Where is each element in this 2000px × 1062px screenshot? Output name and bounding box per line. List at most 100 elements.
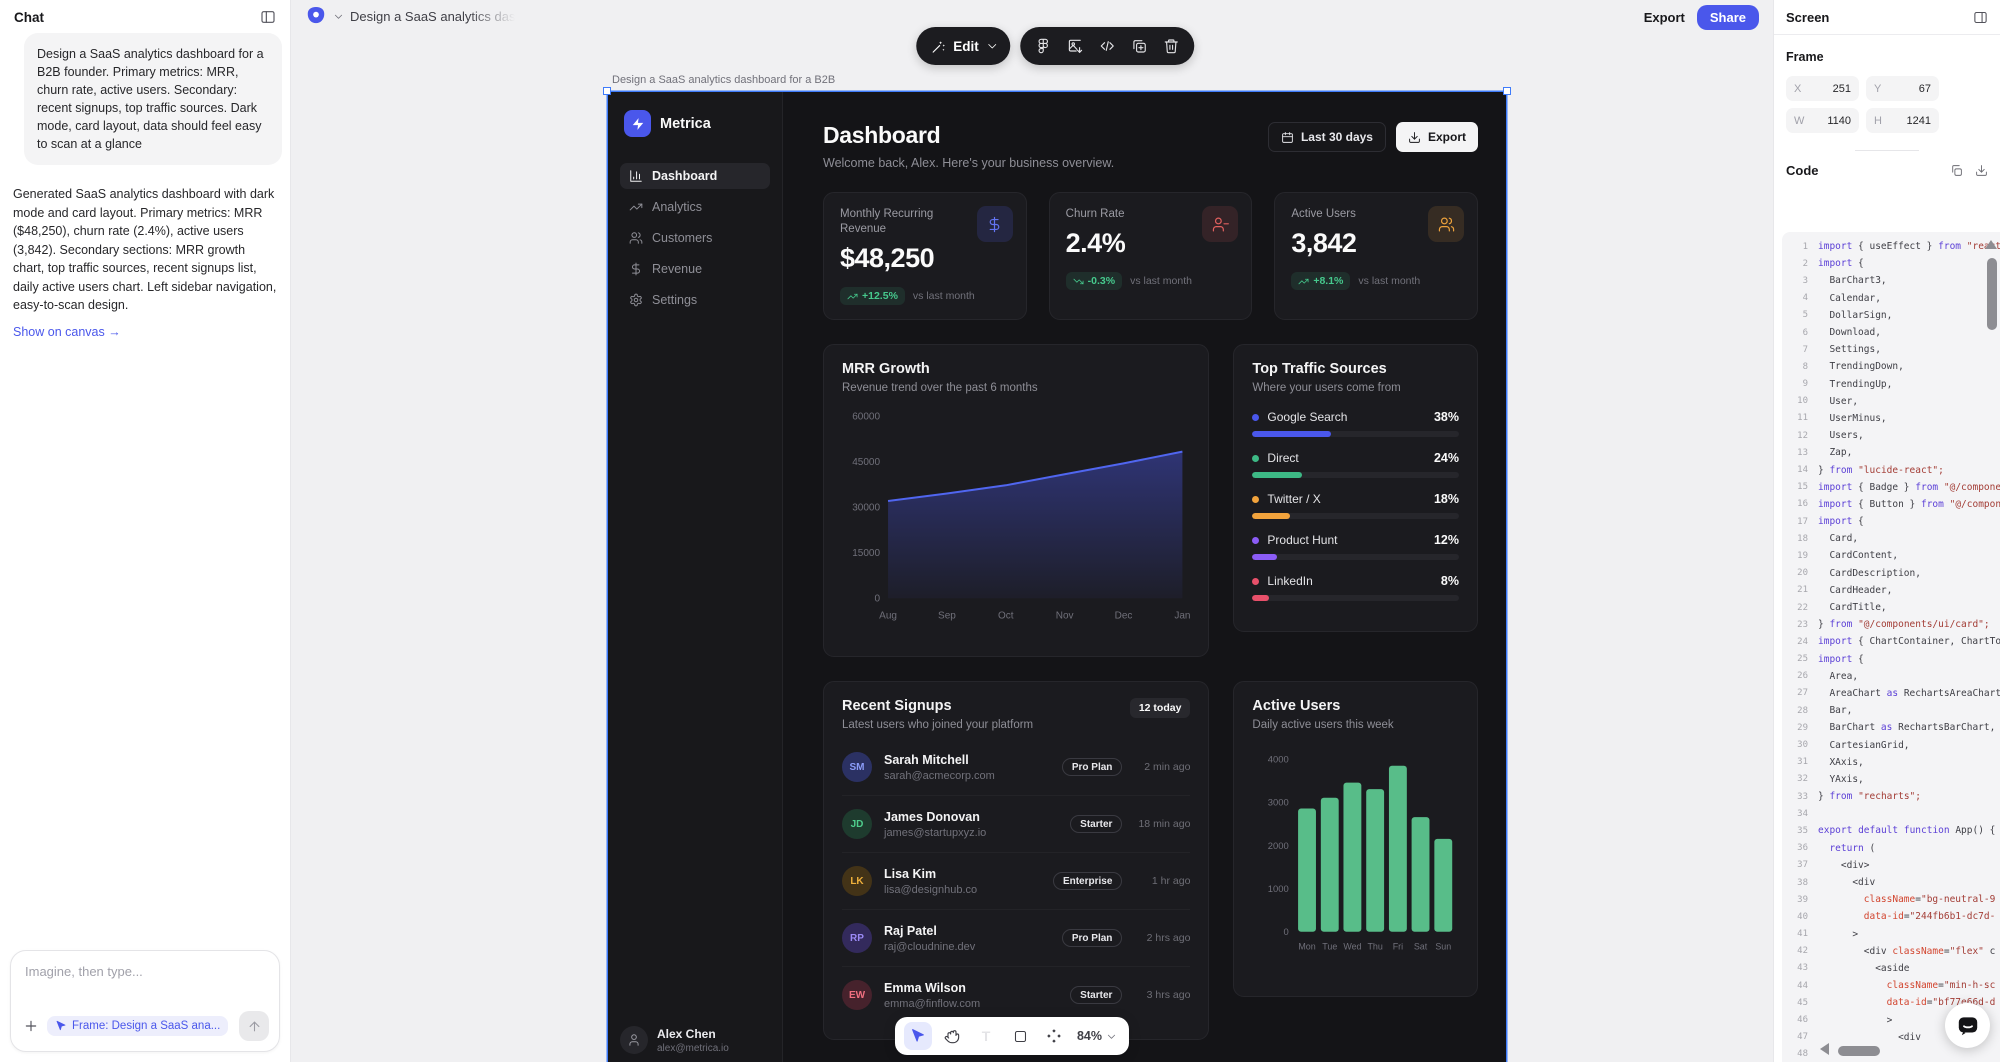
chevron-down-icon: [986, 40, 998, 52]
code-line: 4 Calendar,: [1802, 292, 1881, 304]
show-on-canvas-link[interactable]: Show on canvas →: [13, 324, 121, 339]
plan-badge: Starter: [1070, 815, 1123, 834]
svg-text:15000: 15000: [852, 548, 880, 559]
metric-cards: Monthly Recurring Revenue $48,250 +12.5% vs…: [823, 192, 1478, 320]
user-email: alex@metrica.io: [657, 1042, 729, 1054]
metric-card: Monthly Recurring Revenue $48,250 +12.5% vs…: [823, 192, 1027, 320]
download-code-icon[interactable]: [1975, 164, 1988, 177]
selection-toolbar: Edit: [916, 27, 1194, 65]
card-title: Active Users: [1252, 698, 1341, 715]
traffic-source-row: LinkedIn 8%: [1252, 574, 1459, 601]
select-tool[interactable]: [903, 1022, 932, 1050]
wand-icon: [931, 39, 946, 54]
code-line: 29 BarChart as RechartsBarChart,: [1797, 722, 1996, 734]
send-button[interactable]: [239, 1011, 269, 1041]
code-icon[interactable]: [1099, 38, 1115, 54]
svg-text:Nov: Nov: [1056, 610, 1074, 621]
recent-signups-card: Recent Signups Latest users who joined y…: [823, 681, 1210, 1041]
chat-input-placeholder[interactable]: Imagine, then type...: [25, 964, 143, 979]
frame-context-chip[interactable]: Frame: Design a SaaS ana...: [47, 1016, 229, 1036]
frame-x-input[interactable]: X 251: [1786, 76, 1859, 101]
dashboard-export-button[interactable]: Export: [1395, 122, 1478, 152]
document-title[interactable]: Design a SaaS analytics das: [350, 8, 515, 24]
users-icon: [1428, 206, 1464, 242]
svg-text:Jan: Jan: [1174, 610, 1190, 621]
copy-code-icon[interactable]: [1950, 164, 1963, 177]
svg-text:30000: 30000: [852, 503, 880, 514]
page-subtitle: Welcome back, Alex. Here's your business…: [823, 156, 1115, 170]
chevron-down-icon: [1106, 1031, 1117, 1042]
selection-handle-top-right[interactable]: [1503, 87, 1511, 95]
sidebar-item-dashboard[interactable]: Dashboard: [620, 163, 770, 189]
code-line: 39 className="bg-neutral-9: [1797, 894, 1996, 906]
signups-today-badge: 12 today: [1129, 698, 1191, 719]
app-logo-icon[interactable]: [305, 5, 327, 27]
scroll-left-arrow[interactable]: [1820, 1043, 1829, 1055]
text-tool[interactable]: T: [981, 1028, 991, 1044]
code-line: 44 className="min-h-sc: [1797, 980, 1996, 992]
code-line: 48: [1797, 1049, 1808, 1060]
selection-handle-top-left[interactable]: [603, 87, 611, 95]
edit-button-label: Edit: [953, 38, 979, 54]
sidebar-item-customers[interactable]: Customers: [620, 225, 770, 251]
dashboard-sidebar: Metrica Dashboard Analytics Customers Reven…: [608, 92, 783, 1062]
frame-y-input[interactable]: Y 67: [1866, 76, 1939, 101]
attach-button[interactable]: [23, 1018, 39, 1034]
collapse-chat-panel-icon[interactable]: [260, 9, 276, 25]
sidebar-item-analytics[interactable]: Analytics: [620, 194, 770, 220]
code-line: 9 TrendingUp,: [1802, 378, 1893, 390]
figma-export-icon[interactable]: [1035, 38, 1051, 54]
sidebar-item-revenue[interactable]: Revenue: [620, 256, 770, 282]
support-chat-button[interactable]: [1945, 1003, 1990, 1048]
traffic-sources-list: Google Search 38% Direct 24% Twitter / X 18% P…: [1252, 410, 1459, 601]
chat-panel-title: Chat: [14, 9, 44, 25]
assistant-message: Generated SaaS analytics dashboard with …: [13, 187, 277, 312]
vertical-scrollbar[interactable]: [1987, 258, 1997, 330]
svg-text:3000: 3000: [1268, 797, 1289, 808]
dashboard-frame[interactable]: Metrica Dashboard Analytics Customers Reven…: [603, 87, 1511, 1062]
share-button[interactable]: Share: [1696, 5, 1759, 30]
dollar-icon: [629, 262, 643, 276]
users-icon: [629, 231, 643, 245]
image-download-icon[interactable]: [1067, 38, 1083, 54]
trash-icon[interactable]: [1163, 38, 1179, 54]
avatar: RP: [842, 923, 872, 954]
hand-tool[interactable]: [938, 1022, 966, 1050]
frame-label[interactable]: Design a SaaS analytics dashboard for a …: [612, 74, 836, 86]
duplicate-icon[interactable]: [1131, 38, 1147, 54]
edit-button[interactable]: Edit: [916, 27, 1010, 65]
chat-input-box[interactable]: Imagine, then type... Frame: Design a Sa…: [10, 950, 280, 1052]
arrow-up-icon: [247, 1019, 262, 1034]
section-divider: [1855, 150, 1919, 151]
svg-text:Oct: Oct: [998, 610, 1014, 621]
scroll-up-arrow[interactable]: [1985, 240, 1997, 249]
design-canvas[interactable]: Design a SaaS analytics das Edit Export …: [291, 0, 1773, 1062]
plan-badge: Pro Plan: [1061, 758, 1123, 777]
export-button[interactable]: Export: [1643, 10, 1685, 25]
zoom-level: 84%: [1076, 1029, 1103, 1043]
collapse-inspector-icon[interactable]: [1973, 10, 1988, 25]
dashboard-nav: Dashboard Analytics Customers Revenue Settin…: [620, 163, 770, 313]
avatar: LK: [842, 866, 872, 897]
sidebar-item-settings[interactable]: Settings: [620, 287, 770, 313]
inspector-title: Screen: [1786, 10, 1830, 25]
frame-w-input[interactable]: W 1140: [1786, 108, 1859, 133]
zoom-control[interactable]: 84%: [1074, 1029, 1120, 1043]
svg-text:Sun: Sun: [1436, 942, 1452, 952]
sidebar-user[interactable]: Alex Chen alex@metrica.io: [620, 1026, 729, 1054]
svg-text:Fri: Fri: [1393, 942, 1403, 952]
frame-h-input[interactable]: H 1241: [1866, 108, 1939, 133]
svg-text:60000: 60000: [852, 412, 880, 423]
chevron-down-icon[interactable]: [333, 11, 344, 22]
card-title: Recent Signups: [842, 698, 952, 715]
code-line: 32 YAxis,: [1797, 773, 1864, 785]
date-range-button[interactable]: Last 30 days: [1267, 122, 1386, 152]
traffic-source-row: Google Search 38%: [1252, 410, 1459, 437]
plan-badge: Starter: [1070, 986, 1123, 1005]
components-tool[interactable]: [1040, 1022, 1068, 1050]
horizontal-scrollbar[interactable]: [1838, 1046, 1880, 1056]
shape-tool[interactable]: [1006, 1022, 1034, 1050]
